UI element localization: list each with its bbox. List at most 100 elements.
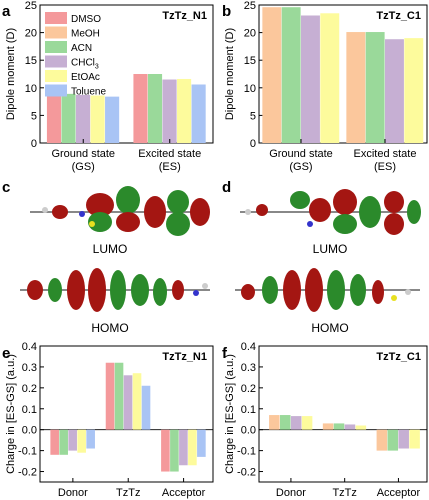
bar-chcl3 xyxy=(301,15,320,144)
y-tick-label: 0.4 xyxy=(22,341,37,353)
y-tick-label: 10 xyxy=(244,83,256,95)
bar-acn xyxy=(280,415,291,430)
chart-panel-b: 0 5 10 15 20 25 Dipole moment (D) TzTz_C1 Ground… xyxy=(224,0,428,173)
x-tick-label: (ES) xyxy=(374,161,396,173)
x-tick-label: Donor xyxy=(276,487,306,499)
legend-label-etoac: EtOAc xyxy=(71,72,100,83)
panel-letter-d: d xyxy=(222,179,231,196)
bar-acn xyxy=(387,429,399,451)
y-tick-label: 15 xyxy=(25,55,37,67)
bar-etoac xyxy=(90,95,105,143)
legend-swatch-acn xyxy=(45,41,67,53)
x-tick-label: (ES) xyxy=(159,161,181,173)
lumo-orbital-image-d xyxy=(240,189,421,235)
homo-orbital-image-c xyxy=(20,268,210,312)
bar-toluene xyxy=(197,429,206,457)
legend-label-meoh: MeOH xyxy=(71,29,100,40)
y-tick-label: 0.4 xyxy=(241,341,256,353)
legend-swatch-etoac xyxy=(45,70,67,82)
bar-dmso xyxy=(161,429,170,472)
y-tick-label: 0.3 xyxy=(241,362,256,374)
bar-toluene xyxy=(86,429,95,449)
x-tick-label: Acceptor xyxy=(162,487,206,499)
bar-etoac xyxy=(301,416,313,430)
y-tick-label: 0.0 xyxy=(241,425,256,437)
y-tick-label: -0.1 xyxy=(18,446,37,458)
x-tick-label: Ground state xyxy=(269,148,333,160)
bar-etoac xyxy=(404,38,424,144)
chart-title: TzTz_N1 xyxy=(162,351,207,363)
y-tick-label: 0 xyxy=(250,138,256,150)
plot-frame xyxy=(258,345,428,483)
bar-acn xyxy=(365,32,385,143)
bar-etoac xyxy=(132,373,142,430)
legend-label-dmso: DMSO xyxy=(71,14,101,25)
legend-label-toluene: Toluene xyxy=(71,87,106,98)
homo-label-c: HOMO xyxy=(91,321,128,335)
y-tick-label: -0.2 xyxy=(237,467,256,479)
chart-title: TzTz_C1 xyxy=(376,10,421,22)
x-tick-label: Donor xyxy=(58,487,88,499)
bar-chcl3 xyxy=(75,94,91,143)
y-tick-label: 15 xyxy=(244,55,256,67)
y-tick-label: 25 xyxy=(244,0,256,12)
y-tick-label: 0.2 xyxy=(22,383,37,395)
legend-label-chcl3: CHCl3 xyxy=(71,58,99,71)
y-axis-label: Dipole moment (D) xyxy=(224,28,236,120)
bar-chcl3 xyxy=(398,429,409,449)
y-axis-label: Dipole moment (D) xyxy=(5,28,17,120)
bar-acn xyxy=(114,362,124,430)
bar-meoh xyxy=(376,429,388,451)
bar-etoac xyxy=(188,429,197,466)
orbital-panel-d: LUMO HOMO xyxy=(235,189,421,335)
plot-frame xyxy=(39,4,214,144)
y-tick-label: 20 xyxy=(25,28,37,40)
panel-letter-b: b xyxy=(222,3,231,20)
lumo-label-d: LUMO xyxy=(313,242,348,256)
bar-etoac xyxy=(320,13,340,144)
x-tick-label: Excited state xyxy=(138,148,201,160)
lumo-orbital-image-c xyxy=(30,186,210,236)
bar-meoh xyxy=(269,415,280,430)
bar-chcl3 xyxy=(290,416,302,430)
y-tick-label: 0 xyxy=(31,138,37,150)
y-tick-label: 0.3 xyxy=(22,362,37,374)
x-tick-label: (GS) xyxy=(289,161,312,173)
x-tick-label: (GS) xyxy=(72,161,95,173)
bar-meoh xyxy=(262,7,282,144)
legend-swatch-chcl3 xyxy=(45,55,67,68)
y-tick-label: 20 xyxy=(244,28,256,40)
panel-letter-f: f xyxy=(222,345,228,362)
chart-panel-a: 0 5 10 15 20 25 Dipole moment (D) TzTz_N1 Ground… xyxy=(5,0,214,173)
panel-letter-a: a xyxy=(2,3,11,20)
x-tick-label: TzTz xyxy=(116,487,140,499)
orbital-panel-c: LUMO HOMO xyxy=(20,186,210,335)
bar-dmso xyxy=(105,362,115,430)
panel-letter-c: c xyxy=(2,179,10,196)
chart-title: TzTz_N1 xyxy=(162,10,207,22)
bar-dmso xyxy=(50,429,59,455)
y-axis-label: Charge in [ES-GS] (a.u.) xyxy=(5,354,17,474)
y-tick-label: 5 xyxy=(31,110,37,122)
panel-letter-e: e xyxy=(2,345,10,362)
legend-swatch-meoh xyxy=(45,26,67,39)
bar-etoac xyxy=(177,78,192,143)
bar-chcl3 xyxy=(344,424,356,430)
bar-acn xyxy=(281,7,301,144)
legend-swatch-dmso xyxy=(45,12,67,24)
y-tick-label: 0.2 xyxy=(241,383,256,395)
x-tick-label: TzTz xyxy=(332,487,356,499)
y-axis-label: Charge in [ES-GS] (a.u.) xyxy=(224,354,236,474)
y-tick-label: 5 xyxy=(250,110,256,122)
bar-acn xyxy=(333,423,345,430)
x-tick-label: Acceptor xyxy=(377,487,421,499)
bar-etoac xyxy=(77,429,86,453)
bar-acn xyxy=(59,429,68,455)
bar-dmso xyxy=(133,74,148,143)
homo-orbital-image-d xyxy=(235,268,420,312)
lumo-label-c: LUMO xyxy=(93,242,128,256)
y-tick-label: 0.1 xyxy=(241,404,256,416)
chart-panel-f: -0.2 -0.1 0.0 0.1 0.2 0.3 0.4 Charge in [ES-GS]… xyxy=(224,341,428,499)
